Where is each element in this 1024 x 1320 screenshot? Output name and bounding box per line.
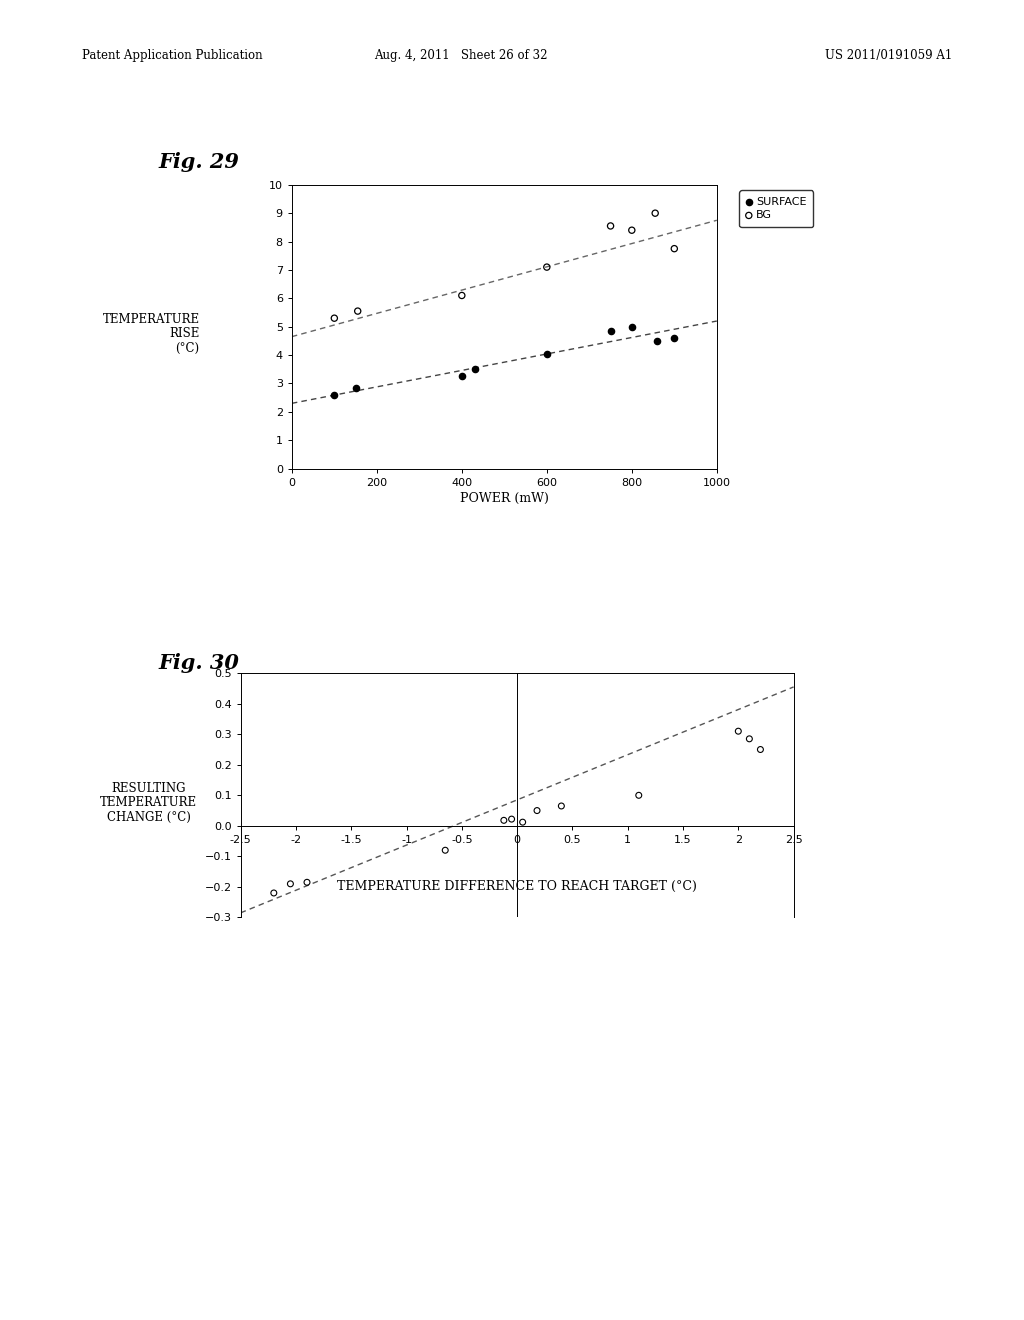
- Text: Patent Application Publication: Patent Application Publication: [82, 49, 262, 62]
- Point: [265, 882, 282, 903]
- X-axis label: POWER (mW): POWER (mW): [460, 492, 549, 504]
- SURFACE: [649, 330, 666, 351]
- BG: [454, 285, 470, 306]
- Text: (°C): (°C): [175, 342, 200, 355]
- Text: TEMPERATURE: TEMPERATURE: [102, 313, 200, 326]
- X-axis label: TEMPERATURE DIFFERENCE TO REACH TARGET (°C): TEMPERATURE DIFFERENCE TO REACH TARGET (…: [337, 879, 697, 892]
- Text: Aug. 4, 2011   Sheet 26 of 32: Aug. 4, 2011 Sheet 26 of 32: [374, 49, 548, 62]
- BG: [349, 301, 366, 322]
- Point: [730, 721, 746, 742]
- Point: [528, 800, 545, 821]
- Text: Fig. 30: Fig. 30: [159, 653, 240, 673]
- Point: [514, 812, 530, 833]
- Point: [299, 871, 315, 892]
- Text: US 2011/0191059 A1: US 2011/0191059 A1: [825, 49, 952, 62]
- Text: Fig. 29: Fig. 29: [159, 152, 240, 172]
- Legend: SURFACE, BG: SURFACE, BG: [739, 190, 813, 227]
- Text: TEMPERATURE: TEMPERATURE: [100, 796, 197, 809]
- Point: [753, 739, 769, 760]
- Text: RESULTING: RESULTING: [112, 781, 185, 795]
- Point: [631, 784, 647, 805]
- Point: [496, 809, 512, 830]
- BG: [624, 219, 640, 240]
- SURFACE: [347, 378, 364, 399]
- BG: [326, 308, 342, 329]
- Text: RISE: RISE: [169, 327, 200, 341]
- SURFACE: [326, 384, 342, 405]
- SURFACE: [466, 359, 482, 380]
- SURFACE: [666, 327, 682, 348]
- BG: [666, 238, 682, 259]
- SURFACE: [602, 321, 618, 342]
- Point: [283, 874, 299, 895]
- BG: [602, 215, 618, 236]
- Point: [504, 809, 520, 830]
- BG: [647, 202, 664, 223]
- Point: [741, 729, 758, 750]
- SURFACE: [539, 343, 555, 364]
- SURFACE: [624, 317, 640, 338]
- Point: [437, 840, 454, 861]
- BG: [539, 256, 555, 277]
- SURFACE: [454, 366, 470, 387]
- Text: CHANGE (°C): CHANGE (°C): [106, 810, 190, 824]
- Point: [553, 796, 569, 817]
